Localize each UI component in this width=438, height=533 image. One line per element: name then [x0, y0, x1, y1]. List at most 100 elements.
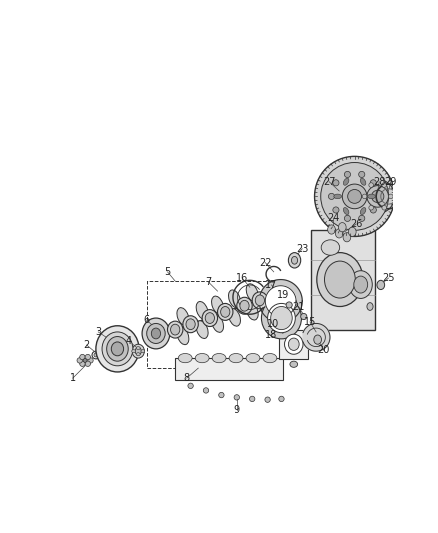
Ellipse shape: [221, 306, 230, 317]
Ellipse shape: [343, 178, 349, 185]
Ellipse shape: [183, 316, 198, 333]
Ellipse shape: [271, 306, 292, 329]
Ellipse shape: [291, 256, 298, 264]
Ellipse shape: [147, 324, 165, 343]
Ellipse shape: [229, 309, 240, 326]
Ellipse shape: [167, 321, 183, 338]
Ellipse shape: [246, 353, 260, 363]
Ellipse shape: [288, 338, 299, 350]
Text: 3: 3: [95, 327, 101, 337]
Ellipse shape: [203, 387, 208, 393]
Ellipse shape: [195, 353, 209, 363]
Ellipse shape: [219, 392, 224, 398]
Ellipse shape: [301, 313, 307, 320]
Ellipse shape: [286, 302, 292, 308]
Ellipse shape: [370, 207, 376, 213]
Ellipse shape: [343, 232, 351, 242]
Text: 18: 18: [265, 330, 278, 340]
Text: 8: 8: [184, 373, 190, 383]
Ellipse shape: [246, 302, 258, 320]
Ellipse shape: [321, 163, 389, 230]
Text: 23: 23: [296, 244, 308, 254]
Ellipse shape: [88, 358, 93, 363]
Ellipse shape: [328, 225, 336, 234]
Polygon shape: [259, 280, 302, 322]
Ellipse shape: [240, 301, 249, 311]
Ellipse shape: [314, 156, 395, 237]
Ellipse shape: [205, 313, 215, 324]
Bar: [175, 358, 283, 379]
Text: 17: 17: [265, 280, 278, 290]
Ellipse shape: [202, 310, 218, 327]
Ellipse shape: [325, 261, 355, 298]
Polygon shape: [303, 324, 330, 351]
Ellipse shape: [85, 361, 91, 367]
Ellipse shape: [382, 183, 387, 188]
Ellipse shape: [196, 302, 208, 319]
Ellipse shape: [212, 296, 223, 314]
Ellipse shape: [370, 180, 376, 186]
Ellipse shape: [237, 297, 252, 314]
Ellipse shape: [344, 215, 350, 221]
Ellipse shape: [362, 194, 367, 199]
Ellipse shape: [80, 361, 85, 367]
Ellipse shape: [382, 205, 387, 210]
Text: 16: 16: [236, 273, 248, 283]
Text: 19: 19: [277, 290, 289, 300]
Ellipse shape: [186, 319, 195, 329]
Ellipse shape: [290, 361, 298, 367]
Text: 28: 28: [373, 177, 385, 187]
Ellipse shape: [188, 383, 193, 389]
Ellipse shape: [170, 324, 180, 335]
Ellipse shape: [367, 185, 389, 207]
Ellipse shape: [336, 229, 343, 238]
Bar: [311, 230, 374, 329]
Ellipse shape: [367, 194, 375, 199]
Ellipse shape: [80, 354, 85, 360]
Ellipse shape: [136, 346, 140, 350]
Ellipse shape: [334, 194, 342, 199]
Ellipse shape: [83, 359, 87, 362]
Ellipse shape: [135, 348, 141, 355]
Ellipse shape: [360, 178, 366, 185]
Ellipse shape: [141, 350, 145, 353]
Ellipse shape: [374, 193, 381, 199]
Text: 29: 29: [385, 177, 397, 187]
Ellipse shape: [333, 180, 339, 186]
Ellipse shape: [339, 223, 346, 232]
Ellipse shape: [177, 308, 189, 325]
Ellipse shape: [255, 295, 265, 306]
Ellipse shape: [177, 327, 189, 345]
Ellipse shape: [328, 193, 335, 199]
Ellipse shape: [252, 292, 268, 309]
Polygon shape: [265, 286, 296, 317]
Ellipse shape: [229, 290, 240, 308]
Ellipse shape: [285, 334, 303, 354]
Ellipse shape: [250, 396, 255, 401]
Ellipse shape: [151, 328, 161, 339]
Text: 5: 5: [164, 267, 171, 277]
Ellipse shape: [212, 353, 226, 363]
Ellipse shape: [367, 303, 373, 310]
Text: 6: 6: [144, 316, 150, 325]
Ellipse shape: [132, 350, 135, 353]
Text: 9: 9: [234, 406, 240, 415]
Ellipse shape: [321, 240, 339, 255]
Ellipse shape: [142, 318, 170, 349]
Ellipse shape: [218, 303, 233, 320]
Ellipse shape: [212, 314, 223, 333]
Ellipse shape: [359, 171, 365, 177]
Text: 2: 2: [84, 340, 90, 350]
Bar: [147, 281, 279, 368]
Ellipse shape: [263, 353, 277, 363]
Text: 10: 10: [267, 319, 279, 329]
Text: 1: 1: [70, 373, 76, 383]
Ellipse shape: [268, 303, 295, 333]
Ellipse shape: [344, 171, 350, 177]
Ellipse shape: [359, 215, 365, 221]
Ellipse shape: [354, 276, 367, 293]
Ellipse shape: [360, 207, 366, 215]
Ellipse shape: [348, 189, 361, 203]
Ellipse shape: [369, 183, 374, 188]
Ellipse shape: [389, 194, 393, 199]
